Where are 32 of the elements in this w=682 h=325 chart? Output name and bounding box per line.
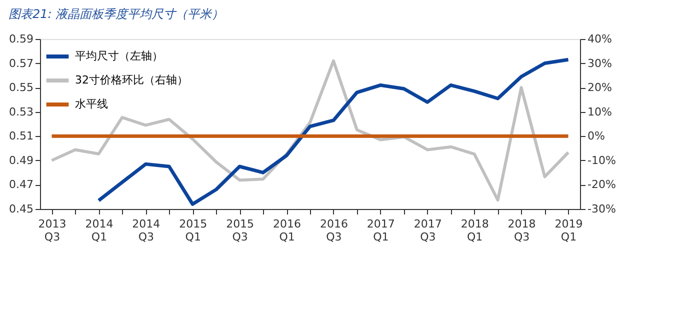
y-tick-label: 0.59 — [9, 32, 34, 46]
y2-tick-label: 10% — [588, 105, 612, 118]
y-tick-label: 0.51 — [9, 130, 34, 143]
y-tick-label: 0.49 — [9, 154, 34, 167]
y-tick-label: 0.55 — [9, 81, 34, 94]
x-tick-label: 2014 Q1 — [85, 218, 114, 244]
x-tick-label: 2015 Q1 — [179, 218, 208, 244]
y2-tick-label: -20% — [588, 178, 616, 192]
legend-label: 水平线 — [75, 98, 108, 110]
legend-label: 32寸价格环比（右轴） — [75, 74, 188, 86]
y-tick-label: 0.53 — [9, 105, 34, 118]
x-tick-label: 2018 Q3 — [508, 218, 536, 244]
x-tick-label: 2017 Q3 — [414, 218, 442, 244]
y-tick-label: 0.57 — [9, 56, 34, 70]
x-tick-label: 2019 Q1 — [554, 218, 583, 244]
x-tick-label: 2017 Q1 — [366, 218, 395, 244]
y2-tick-label: -10% — [588, 154, 616, 167]
x-tick-label: 2013 Q3 — [38, 218, 66, 244]
x-tick-label: 2014 Q3 — [132, 218, 160, 244]
y2-tick-label: 40% — [588, 32, 612, 46]
legend-label: 平均尺寸（左轴） — [75, 50, 163, 62]
x-tick-label: 2016 Q1 — [273, 218, 302, 244]
y2-tick-label: 0% — [588, 130, 605, 143]
x-tick-label: 2018 Q1 — [460, 218, 489, 244]
y2-tick-label: 30% — [588, 56, 612, 70]
y-tick-label: 0.45 — [9, 202, 34, 216]
y2-tick-label: -30% — [588, 202, 616, 216]
x-tick-label: 2015 Q3 — [226, 218, 254, 244]
y2-tick-label: 20% — [588, 81, 612, 94]
x-tick-label: 2016 Q3 — [320, 218, 348, 244]
y-tick-label: 0.47 — [9, 178, 34, 192]
chart-title: 图表21: 液晶面板季度平均尺寸（平米） — [8, 7, 224, 21]
